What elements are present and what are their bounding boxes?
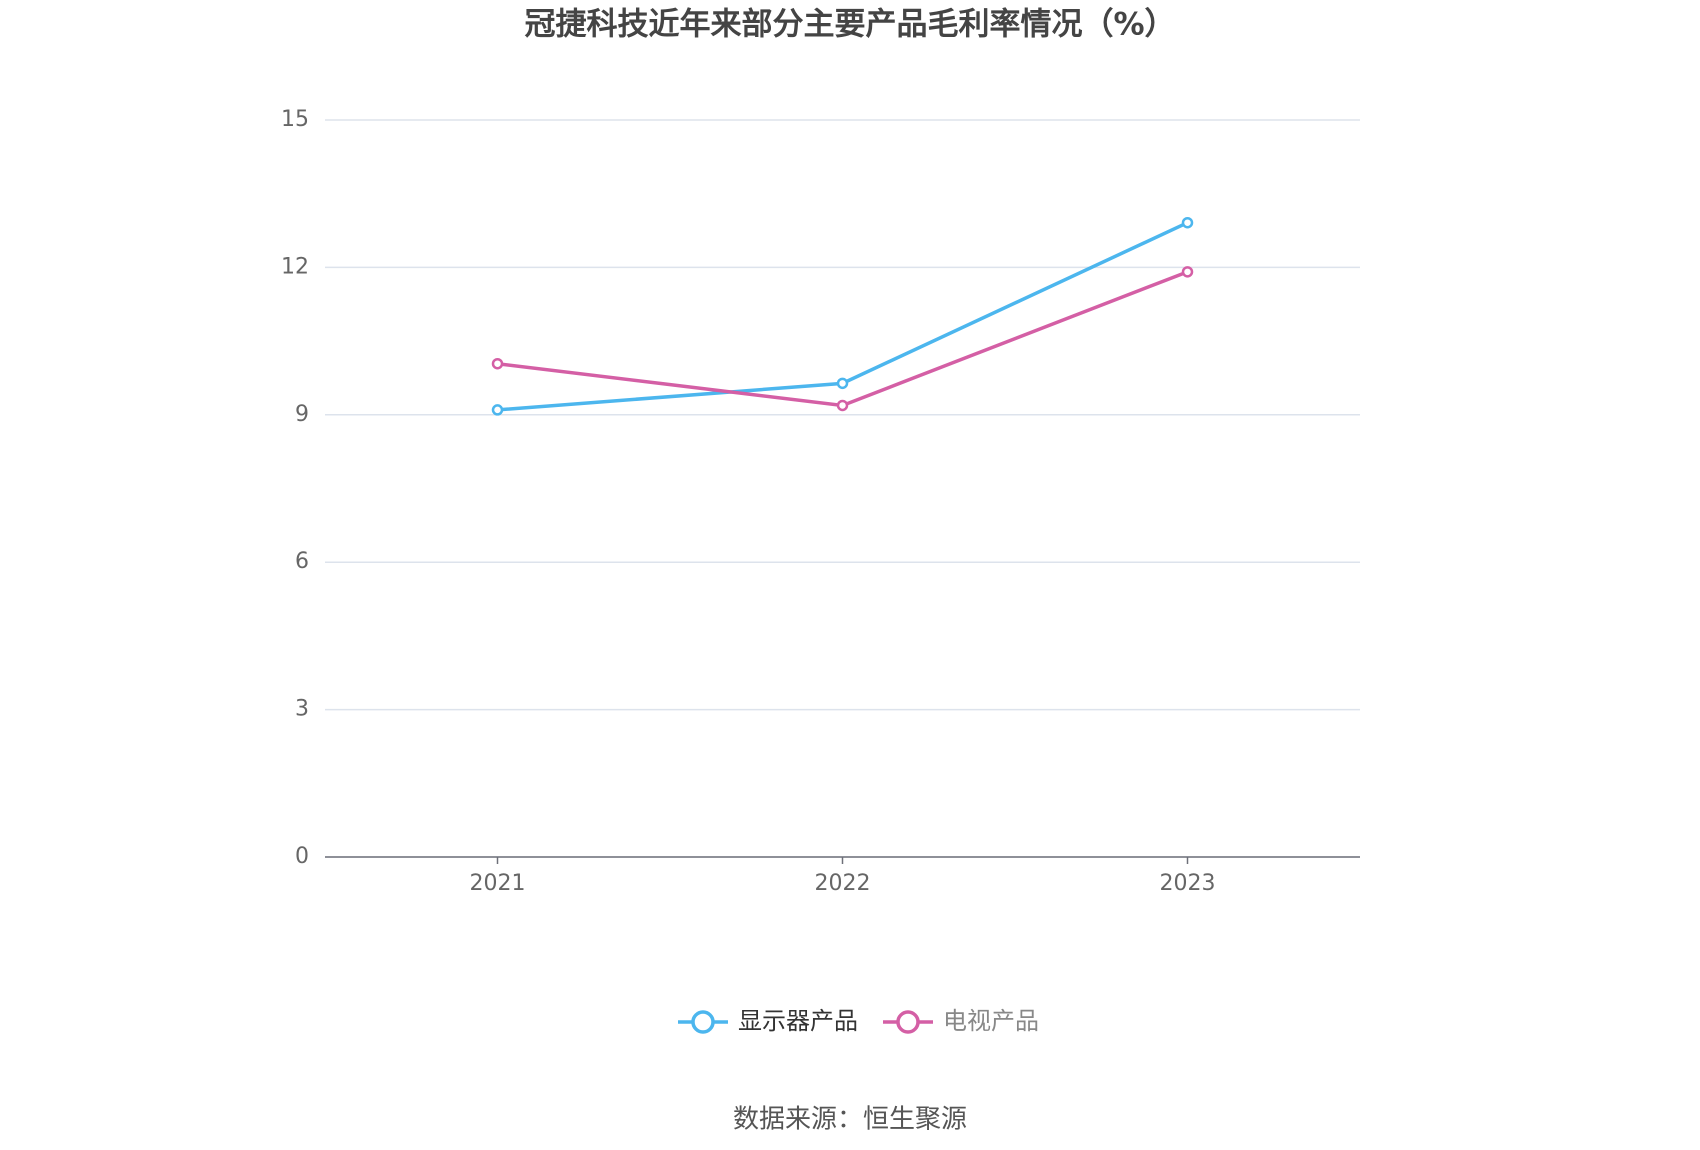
data-point [491,357,504,370]
x-tick-label: 2022 [815,871,871,896]
source-note: 数据来源：恒生聚源 [733,1105,967,1135]
y-tick-label: 15 [281,107,309,132]
y-tick-label: 12 [281,254,309,279]
y-tick-label: 6 [295,549,309,574]
data-point [1181,266,1194,278]
y-tick-label: 0 [295,844,309,869]
data-point [1181,216,1194,229]
chart-title: 冠捷科技近年来部分主要产品毛利率情况（%） [524,7,1175,43]
y-tick-label: 3 [295,697,309,722]
data-point [836,377,849,390]
legend-marker [691,1010,715,1034]
x-tick-label: 2023 [1160,871,1216,896]
y-tick-label: 9 [295,402,309,427]
legend-label: 电视产品 [943,1007,1039,1035]
data-point [836,399,849,412]
data-point [491,404,504,416]
legend-marker [896,1010,920,1034]
x-tick-label: 2021 [470,871,526,896]
legend-label: 显示器产品 [738,1007,858,1035]
